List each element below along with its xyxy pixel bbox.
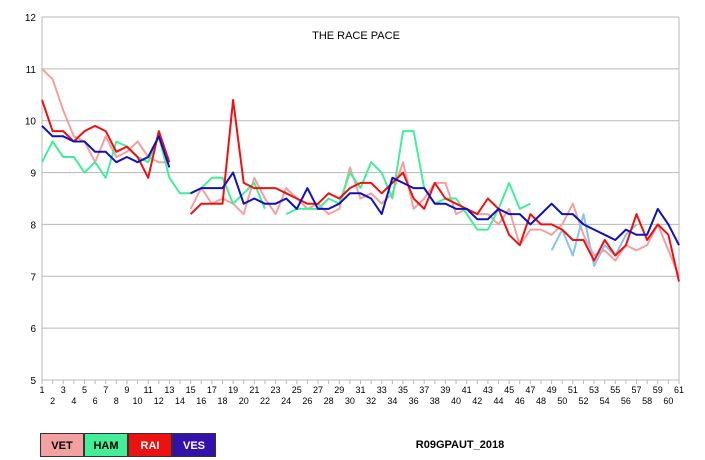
legend-bar: VET HAM RAI VES R09GPAUT_2018 [0, 431, 705, 457]
x-tick-label: 8 [114, 396, 119, 406]
x-tick-label: 50 [557, 396, 567, 406]
x-tick-label: 31 [355, 385, 365, 395]
x-tick-label: 59 [653, 385, 663, 395]
x-tick-label: 30 [345, 396, 355, 406]
x-tick-label: 27 [313, 385, 323, 395]
x-tick-label: 53 [589, 385, 599, 395]
x-tick-label: 51 [568, 385, 578, 395]
legend-rai: RAI [128, 433, 172, 457]
x-tick-label: 17 [207, 385, 217, 395]
x-tick-label: 21 [249, 385, 259, 395]
x-tick-label: 37 [419, 385, 429, 395]
y-tick-label: 12 [25, 13, 37, 24]
x-tick-label: 43 [483, 385, 493, 395]
y-tick-label: 8 [30, 220, 36, 231]
chart-title: THE RACE PACE [312, 30, 400, 42]
x-tick-label: 24 [281, 396, 291, 406]
x-tick-label: 33 [377, 385, 387, 395]
series-line-rai-seg-0 [41, 99, 171, 179]
x-tick-label: 2 [50, 396, 55, 406]
x-tick-label: 6 [93, 396, 98, 406]
y-tick-label: 10 [25, 117, 37, 128]
x-tick-label: 54 [600, 396, 610, 406]
series-line-ves-seg-0 [41, 125, 171, 168]
x-tick-label: 11 [143, 385, 152, 395]
x-tick-label: 48 [536, 396, 546, 406]
x-tick-label: 38 [430, 396, 440, 406]
x-tick-label: 4 [71, 396, 76, 406]
x-tick-label: 35 [398, 385, 408, 395]
x-tick-label: 19 [228, 385, 238, 395]
x-tick-label: 28 [324, 396, 334, 406]
x-tick-label: 16 [196, 396, 206, 406]
series-line-rai-seg-1 [189, 99, 680, 282]
x-tick-label: 29 [334, 385, 344, 395]
legend-vet: VET [40, 433, 84, 457]
x-tick-label: 18 [217, 396, 227, 406]
x-tick-label: 52 [578, 396, 588, 406]
y-tick-label: 9 [30, 169, 36, 180]
x-tick-label: 39 [440, 385, 450, 395]
y-axis-ticks: 5 6 7 8 9 10 11 12 [25, 13, 37, 387]
x-tick-label: 40 [451, 396, 461, 406]
x-tick-label: 56 [621, 396, 631, 406]
x-tick-label: 3 [61, 385, 66, 395]
series-line-unlabeled-1-seg-0 [550, 213, 638, 267]
x-tick-label: 10 [133, 396, 143, 406]
x-tick-label: 32 [366, 396, 376, 406]
x-tick-label: 57 [632, 385, 642, 395]
grid-lines [41, 16, 680, 381]
x-tick-label: 60 [663, 396, 673, 406]
x-tick-label: 23 [271, 385, 281, 395]
y-tick-label: 5 [30, 376, 36, 387]
x-tick-label: 55 [610, 385, 620, 395]
x-tick-label: 47 [525, 385, 535, 395]
x-tick-label: 14 [175, 396, 185, 406]
x-tick-label: 45 [504, 385, 514, 395]
x-tick-label: 7 [103, 385, 108, 395]
x-tick-label: 42 [472, 396, 482, 406]
x-tick-label: 12 [154, 396, 164, 406]
race-code: R09GPAUT_2018 [415, 439, 505, 451]
x-tick-label: 58 [642, 396, 652, 406]
x-tick-label: 36 [409, 396, 419, 406]
series-lines [41, 68, 680, 282]
x-tick-label: 25 [292, 385, 302, 395]
legend-ves: VES [172, 433, 216, 457]
x-tick-label: 13 [164, 385, 174, 395]
x-tick-label: 9 [124, 385, 129, 395]
series-line-vet-seg-1 [189, 161, 680, 277]
x-tick-label: 5 [82, 385, 87, 395]
series-line-ham-seg-1 [285, 130, 531, 231]
y-tick-label: 11 [26, 65, 37, 76]
x-tick-label: 1 [39, 385, 44, 395]
x-tick-label: 15 [186, 385, 196, 395]
x-tick-label: 49 [547, 385, 557, 395]
series-line-ham-seg-0 [41, 135, 266, 210]
y-tick-label: 6 [30, 324, 36, 335]
x-tick-label: 34 [387, 396, 397, 406]
legend-ham: HAM [84, 433, 128, 457]
x-tick-label: 46 [515, 396, 525, 406]
x-tick-label: 26 [302, 396, 312, 406]
x-tick-label: 20 [239, 396, 249, 406]
x-tick-label: 22 [260, 396, 270, 406]
series-line-ves-seg-1 [190, 171, 680, 246]
x-axis-ticks: 1234567891011121314151617181920212223242… [39, 380, 684, 406]
y-tick-label: 7 [30, 272, 36, 283]
x-tick-label: 61 [674, 385, 684, 395]
series-line-vet-seg-0 [41, 68, 170, 164]
x-tick-label: 41 [462, 385, 472, 395]
x-tick-label: 44 [494, 396, 504, 406]
